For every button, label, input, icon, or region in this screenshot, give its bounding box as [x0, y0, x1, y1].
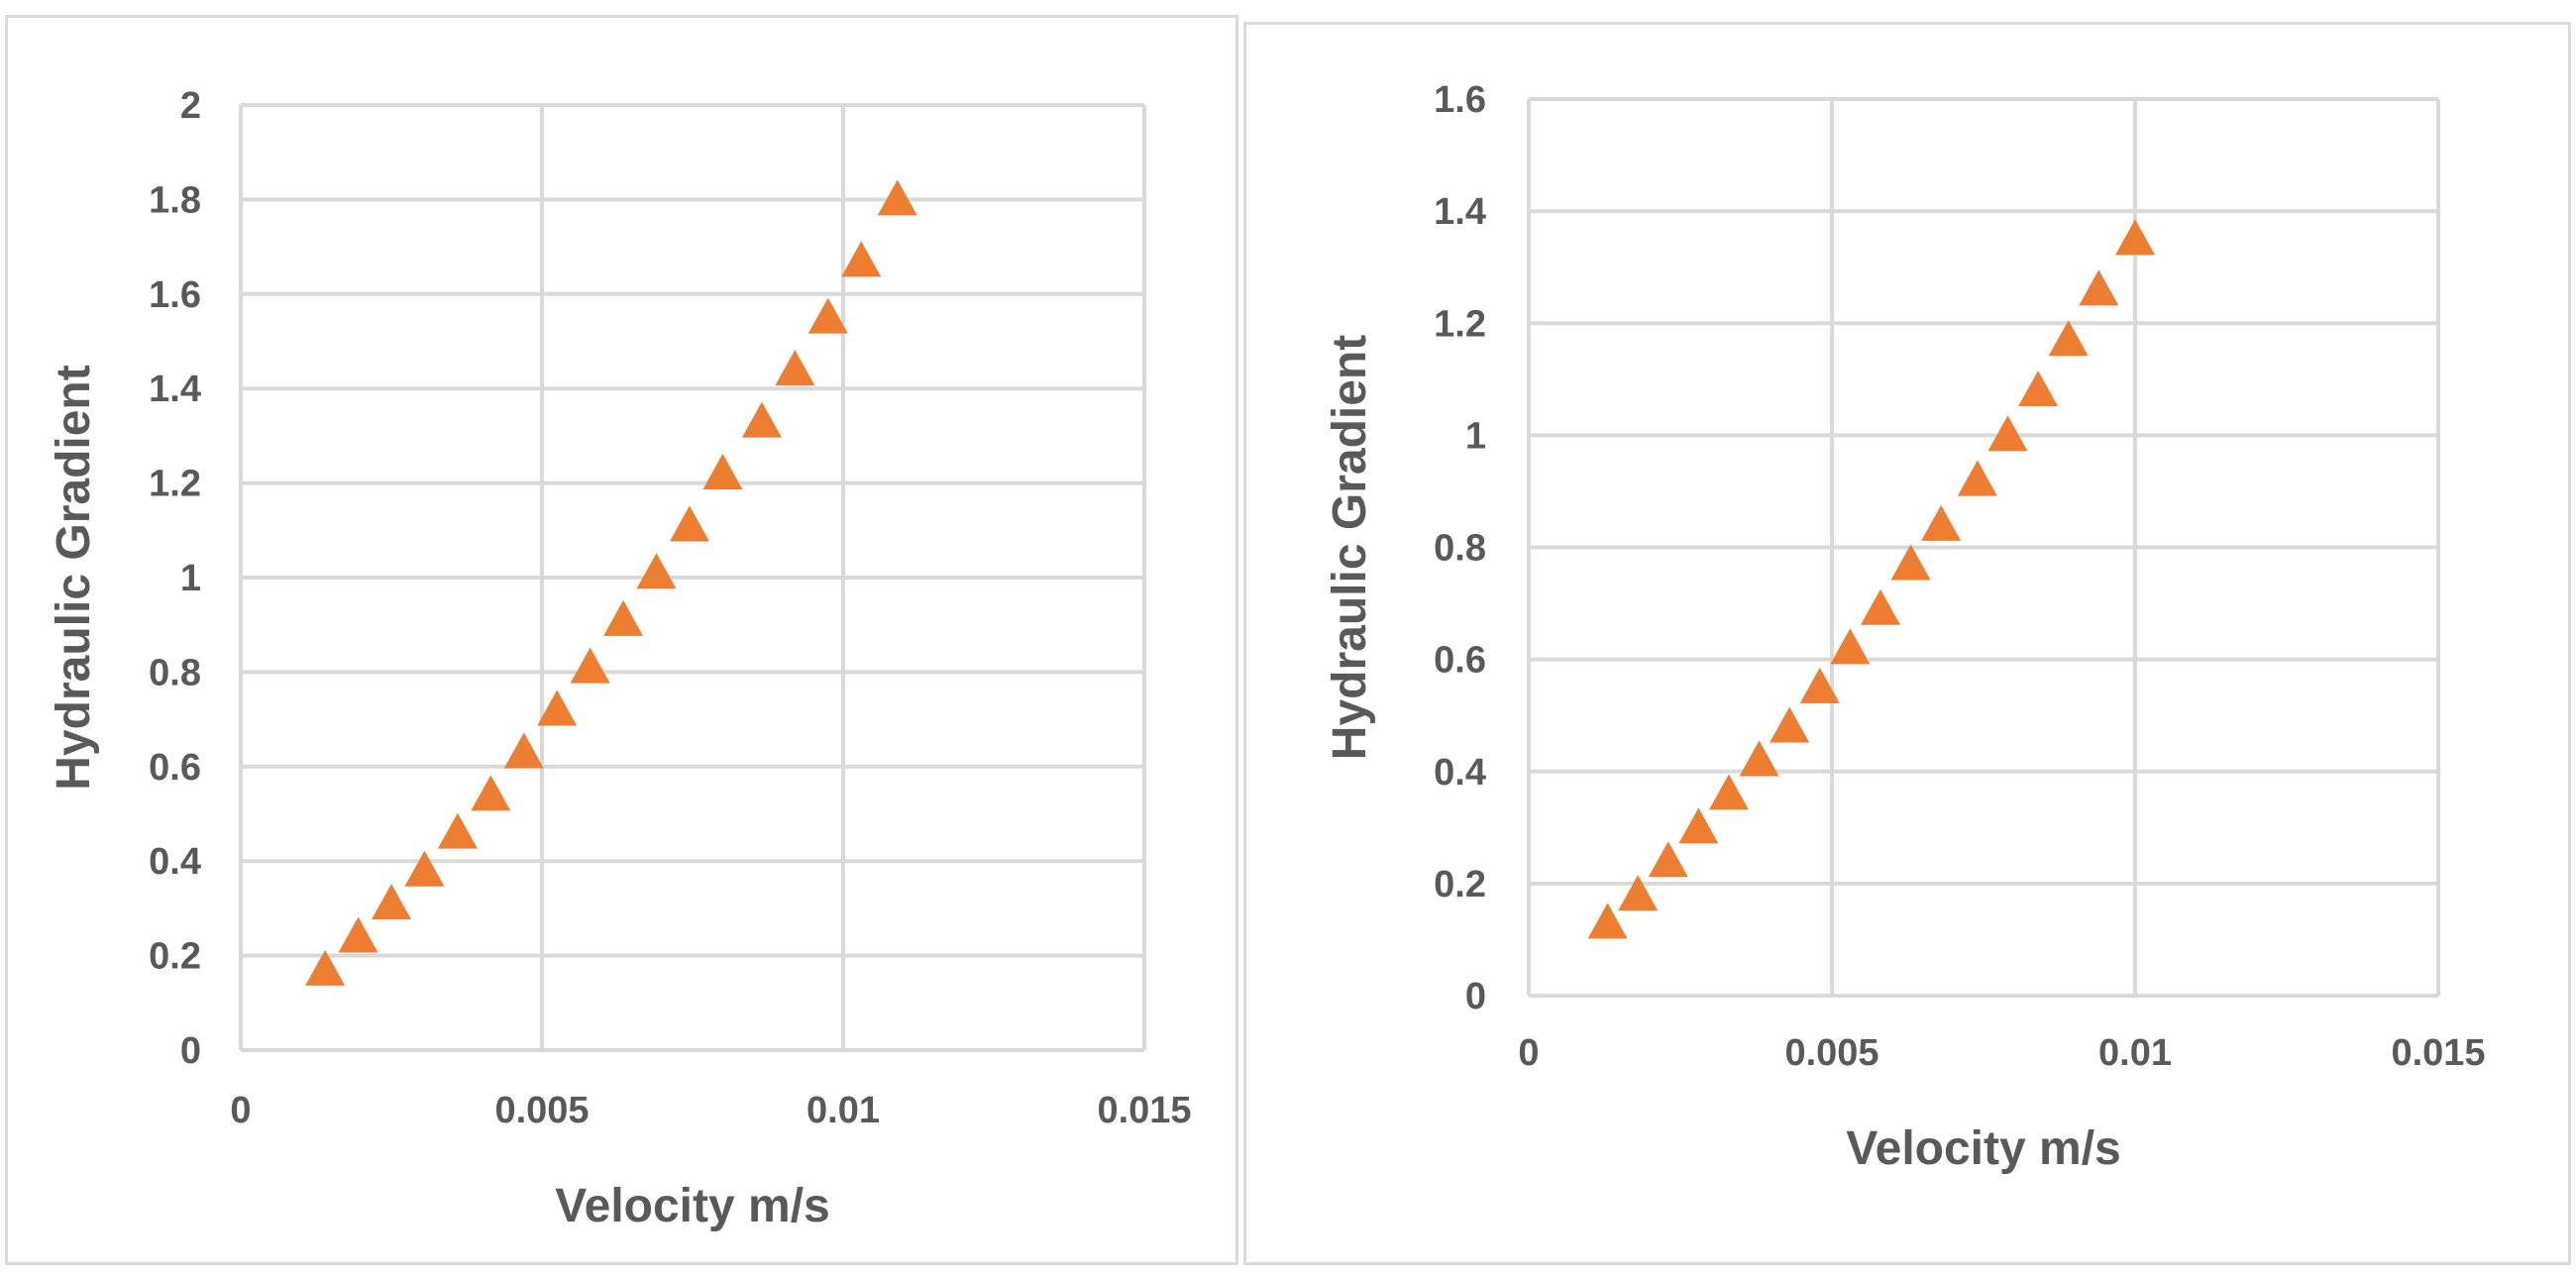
data-point-marker [669, 505, 709, 542]
y-tick-label: 0.4 [149, 841, 201, 883]
x-tick-label: 0.01 [2098, 1032, 2172, 1074]
data-point-marker [702, 454, 743, 490]
data-point-marker [437, 812, 478, 849]
x-tick-label: 0.015 [1097, 1090, 1191, 1131]
x-tick-label: 0.005 [1784, 1032, 1878, 1074]
data-point-marker [1830, 628, 1871, 665]
y-axis-title: Hydraulic Gradient [48, 365, 100, 790]
data-point-marker [2115, 219, 2155, 256]
x-axis-title: Velocity m/s [555, 1180, 829, 1232]
data-point-marker [1921, 504, 1962, 541]
data-point-marker [1890, 544, 1931, 581]
y-tick-label: 1.8 [149, 179, 201, 221]
x-tick-label: 0.01 [806, 1090, 880, 1131]
y-tick-label: 0.8 [149, 652, 201, 693]
y-tick-label: 1.2 [149, 464, 201, 505]
data-point-marker [636, 553, 677, 589]
y-tick-label: 0.2 [1434, 864, 1486, 905]
data-point-marker [1860, 588, 1900, 625]
data-point-marker [1739, 740, 1779, 777]
x-axis-title: Velocity m/s [1846, 1122, 2120, 1175]
data-point-marker [2079, 269, 2119, 306]
data-point-marker [741, 401, 782, 438]
y-tick-label: 0.6 [149, 747, 201, 789]
x-tick-label: 0.005 [494, 1090, 589, 1131]
y-tick-label: 0.2 [149, 936, 201, 978]
y-tick-label: 0.6 [1434, 640, 1486, 682]
chart-right: 0 0.2 0.4 0.6 0.8 1 1.2 1.4 1.6 0 0.005 0.01 0.015 Ve… [1324, 79, 2486, 1175]
y-tick-label: 2 [180, 85, 201, 127]
chart-panel-right: 0 0.2 0.4 0.6 0.8 1 1.2 1.4 1.6 0 0.005 0.01 0.015 Ve… [1243, 22, 2571, 1265]
data-point-marker [1987, 415, 2028, 452]
data-point-marker [1708, 774, 1749, 810]
y-tick-label: 1.4 [149, 369, 201, 410]
x-tick-label: 0 [230, 1090, 251, 1131]
data-point-marker [1957, 460, 1997, 496]
data-point-marker [1770, 706, 1810, 743]
y-tick-label: 1.6 [149, 274, 201, 316]
y-tick-label: 0 [180, 1030, 201, 1072]
data-point-marker [471, 775, 511, 811]
y-tick-label: 1 [1465, 415, 1486, 457]
data-point-marker [1799, 667, 1840, 703]
data-point-marker [841, 241, 882, 277]
x-tick-label: 0 [1518, 1032, 1539, 1074]
data-point-marker [1678, 807, 1719, 844]
data-point-marker [1648, 841, 1688, 878]
y-axis-title: Hydraulic Gradient [1324, 335, 1376, 760]
y-tick-label: 0.4 [1434, 752, 1486, 794]
data-point-marker [603, 599, 644, 636]
data-point-marker [372, 884, 411, 920]
data-point-marker [404, 850, 445, 887]
y-tick-label: 1.2 [1434, 303, 1486, 345]
data-point-marker [537, 690, 578, 726]
data-point-marker [1618, 875, 1659, 911]
data-point-marker [2018, 371, 2059, 407]
y-tick-label: 1.4 [1434, 191, 1486, 233]
x-tick-label: 0.015 [2391, 1032, 2485, 1074]
data-point-marker [570, 647, 610, 684]
data-point-marker [775, 350, 815, 386]
y-tick-label: 1.6 [1434, 79, 1486, 121]
data-point-marker [807, 297, 848, 334]
y-tick-label: 0.8 [1434, 528, 1486, 570]
data-point-marker [877, 179, 917, 216]
chart-left: 0 0.2 0.4 0.6 0.8 1 1.2 1.4 1.6 1.8 2 0 0.005 0.01 0.0… [48, 85, 1192, 1232]
data-point-marker [2048, 320, 2089, 357]
y-tick-label: 1 [180, 558, 201, 599]
y-tick-label: 0 [1465, 976, 1486, 1017]
data-point-marker [338, 916, 378, 953]
data-point-marker [1587, 903, 1628, 939]
data-point-marker [503, 732, 544, 769]
chart-panel-left: 0 0.2 0.4 0.6 0.8 1 1.2 1.4 1.6 1.8 2 0 0.005 0.01 0.0… [5, 15, 1238, 1265]
data-point-marker [305, 949, 346, 986]
